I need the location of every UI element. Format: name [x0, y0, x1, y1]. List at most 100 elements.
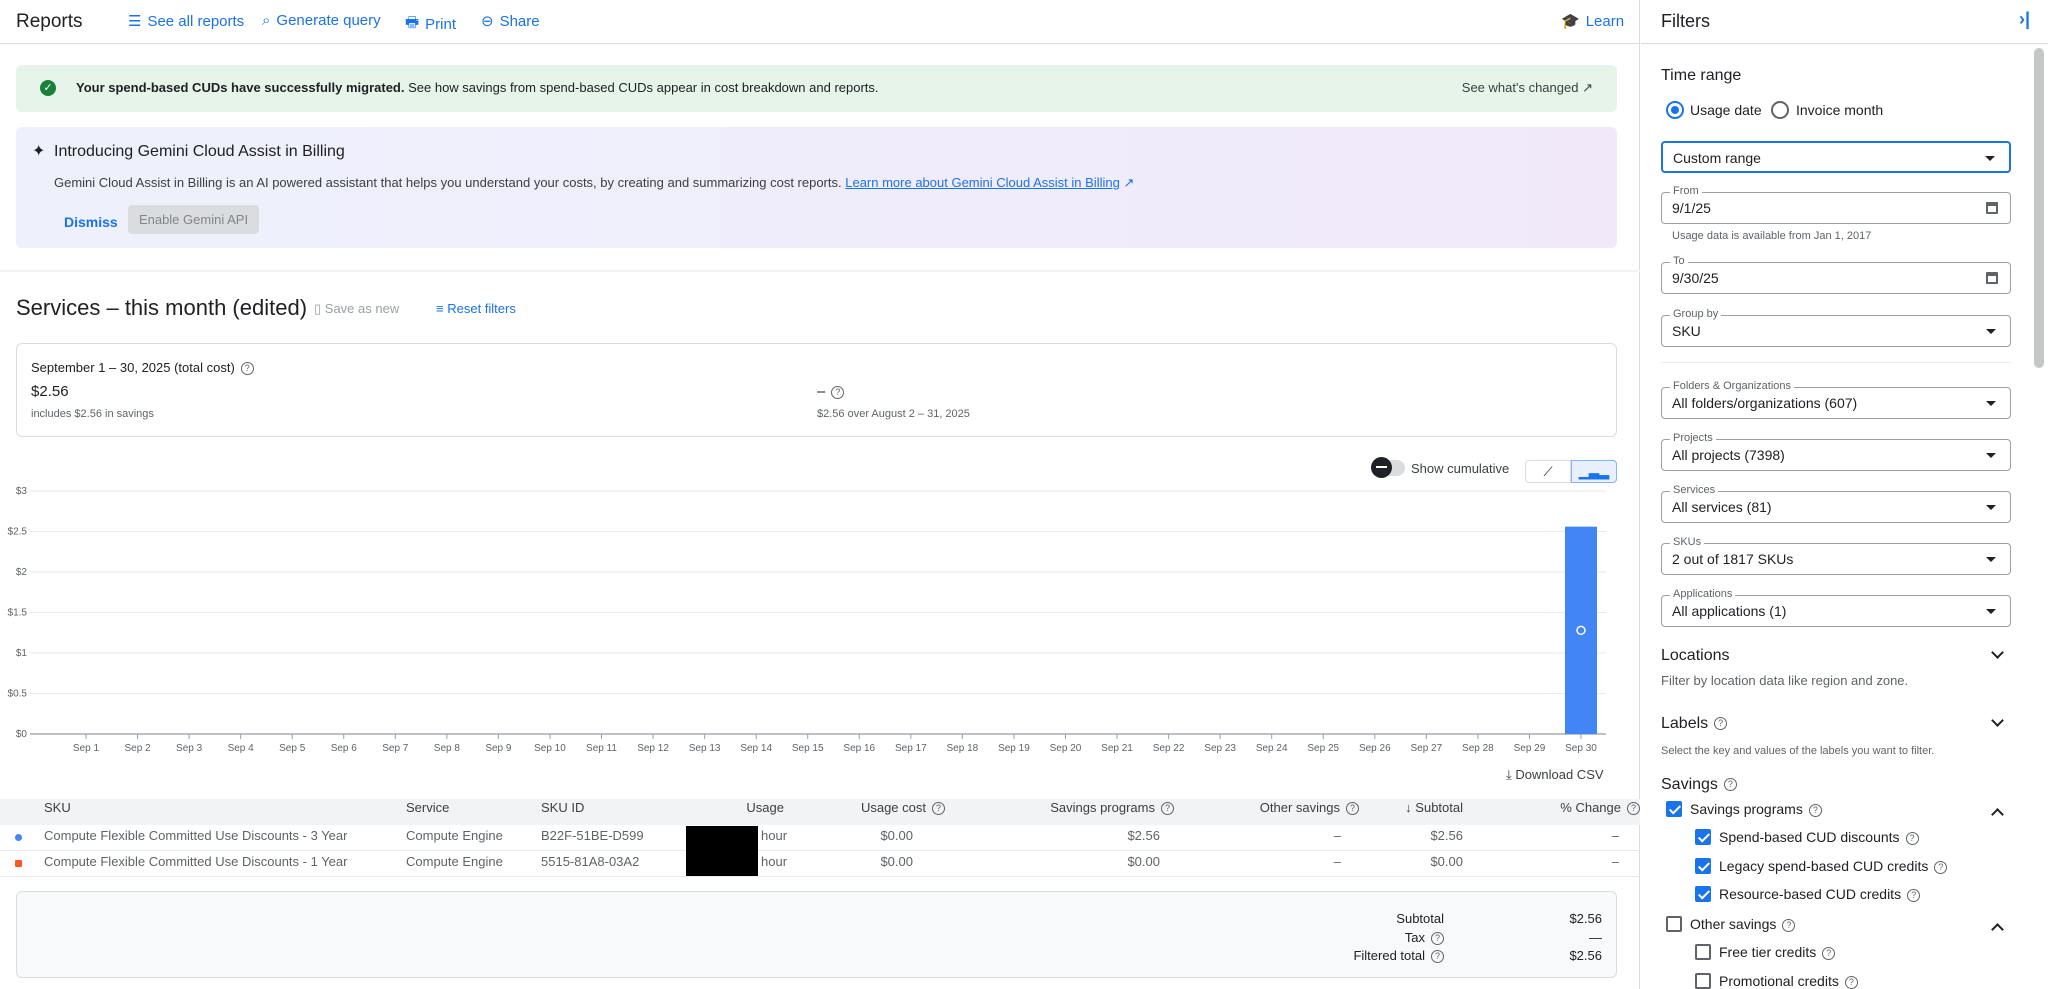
spend-cud-checkbox[interactable]	[1695, 829, 1711, 845]
help-icon[interactable]: ?	[1723, 778, 1737, 792]
bar	[1565, 526, 1597, 734]
summary-card: September 1 – 30, 2025 (total cost)? $2.…	[16, 343, 1617, 437]
external-link-icon: ↗	[1582, 80, 1593, 95]
table-row[interactable]	[0, 825, 1640, 851]
bar-chart-button[interactable]: ▁▃▂	[1571, 460, 1617, 483]
x-tick-label: Sep 6	[331, 743, 358, 754]
help-icon[interactable]: ?	[1714, 717, 1728, 731]
cell-service: Compute Engine	[406, 854, 503, 869]
reset-filters-button[interactable]: ≡ Reset filters	[436, 301, 516, 316]
help-icon[interactable]: ?	[1907, 888, 1921, 902]
list-icon: ☰	[128, 13, 142, 30]
from-date-input[interactable]: From 9/1/25	[1661, 185, 2011, 224]
services-select[interactable]: Services All services (81)	[1661, 484, 2011, 523]
help-icon[interactable]: ?	[1808, 803, 1822, 817]
learn-button[interactable]: 🎓 Learn	[1561, 12, 1625, 31]
bar-hover-marker	[1576, 625, 1586, 636]
column-header-service[interactable]: Service	[406, 800, 450, 815]
projects-select[interactable]: Projects All projects (7398)	[1661, 432, 2011, 471]
help-icon[interactable]: ?	[1822, 946, 1836, 960]
usage-date-radio[interactable]	[1666, 101, 1684, 119]
column-header-usage[interactable]: Usage	[746, 800, 784, 815]
help-icon[interactable]: ?	[1431, 932, 1444, 946]
save-icon: ▯	[314, 301, 322, 316]
applications-select[interactable]: Applications All applications (1)	[1661, 588, 2011, 627]
column-header-percent-change[interactable]: % Change?	[1560, 800, 1640, 816]
download-csv-button[interactable]: ⤓ Download CSV	[1506, 767, 1604, 782]
see-whats-changed-link[interactable]: See what's changed ↗	[1461, 80, 1593, 95]
group-by-select[interactable]: Group by SKU	[1661, 308, 2011, 347]
link-icon: ⊖	[481, 13, 494, 30]
column-header-usage-cost[interactable]: Usage cost?	[861, 800, 945, 816]
column-header-savings-programs[interactable]: Savings programs?	[1050, 800, 1174, 816]
time-range-select[interactable]: Custom range	[1661, 141, 2011, 173]
x-tick-label: Sep 22	[1153, 743, 1185, 754]
help-icon[interactable]: ?	[1627, 802, 1640, 816]
report-main: Reports ☰ See all reports ⌕ Generate query…	[0, 0, 1640, 989]
line-chart-button[interactable]: ⟋	[1525, 460, 1571, 483]
help-icon[interactable]: ?	[1905, 831, 1919, 845]
series-color-swatch	[15, 834, 22, 841]
column-header-other-savings[interactable]: Other savings?	[1260, 800, 1359, 816]
help-icon[interactable]: ?	[1431, 950, 1444, 964]
table-row[interactable]	[0, 851, 1640, 877]
save-as-new-button[interactable]: ▯ Save as new	[314, 301, 400, 316]
cell-usage-cost: $0.00	[880, 828, 913, 843]
free-tier-checkbox[interactable]	[1695, 944, 1711, 960]
help-icon[interactable]: ?	[1782, 918, 1796, 932]
skus-select[interactable]: SKUs 2 out of 1817 SKUs	[1661, 536, 2011, 575]
calendar-icon[interactable]	[1986, 202, 1998, 214]
dismiss-button[interactable]: Dismiss	[64, 214, 118, 230]
enable-gemini-api-button[interactable]: Enable Gemini API	[128, 205, 259, 234]
x-tick-label: Sep 3	[176, 743, 203, 754]
help-icon[interactable]: ?	[1844, 975, 1858, 989]
promo-checkbox[interactable]	[1695, 973, 1711, 989]
savings-programs-checkbox[interactable]	[1666, 801, 1682, 817]
locations-desc: Filter by location data like region and …	[1661, 673, 1909, 688]
scrollbar[interactable]	[2034, 48, 2044, 368]
table-header	[0, 799, 1640, 825]
collapse-panel-icon[interactable]: ›|	[2018, 9, 2030, 29]
calendar-icon[interactable]	[1986, 272, 1998, 284]
help-icon[interactable]: ?	[1161, 802, 1174, 816]
locations-heading[interactable]: Locations	[1661, 647, 1730, 664]
filter-icon: ≡	[436, 301, 444, 316]
invoice-month-radio[interactable]	[1771, 101, 1789, 119]
resource-cud-checkbox[interactable]	[1695, 886, 1711, 902]
subtotal-value: $2.56	[1569, 911, 1602, 926]
print-button[interactable]: 🖶 Print	[405, 12, 456, 37]
labels-desc: Select the key and values of the labels …	[1661, 745, 1935, 757]
x-tick-label: Sep 18	[947, 743, 979, 754]
see-all-reports-button[interactable]: ☰ See all reports	[128, 12, 245, 31]
cell-change: –	[1611, 828, 1619, 843]
x-tick-label: Sep 10	[534, 743, 566, 754]
report-title: Services – this month (edited)	[16, 295, 308, 320]
column-header-sku-id[interactable]: SKU ID	[541, 800, 585, 815]
help-icon[interactable]: ?	[831, 385, 845, 399]
sparkle-icon: ✦	[32, 143, 46, 160]
labels-heading[interactable]: Labels	[1661, 715, 1709, 732]
column-header-sku[interactable]: SKU	[44, 800, 71, 815]
cell-usage: hour	[761, 828, 788, 843]
share-button[interactable]: ⊖ Share	[481, 12, 540, 31]
generate-query-button[interactable]: ⌕ Generate query	[262, 12, 381, 29]
help-icon[interactable]: ?	[240, 362, 254, 376]
cell-change: –	[1611, 854, 1619, 869]
date-hint: Usage data is available from Jan 1, 2017	[1672, 230, 1872, 242]
legacy-cud-checkbox[interactable]	[1695, 858, 1711, 874]
x-tick-label: Sep 12	[637, 743, 669, 754]
learn-more-gemini-link[interactable]: Learn more about Gemini Cloud Assist in …	[845, 175, 1120, 190]
x-tick-label: Sep 2	[124, 743, 151, 754]
help-icon[interactable]: ?	[1346, 802, 1359, 816]
show-cumulative-toggle[interactable]	[1371, 457, 1405, 478]
other-savings-checkbox[interactable]	[1666, 916, 1682, 932]
y-tick-label: $1	[16, 648, 28, 659]
folders-select[interactable]: Folders & Organizations All folders/organ…	[1661, 380, 2011, 419]
to-date-input[interactable]: To 9/30/25	[1661, 255, 2011, 294]
x-tick-label: Sep 30	[1565, 743, 1597, 754]
column-header-subtotal[interactable]: ↓ Subtotal	[1405, 800, 1463, 815]
help-icon[interactable]: ?	[932, 802, 945, 816]
caret-down-icon	[1986, 609, 1996, 614]
help-icon[interactable]: ?	[1934, 860, 1948, 874]
x-tick-label: Sep 25	[1307, 743, 1339, 754]
